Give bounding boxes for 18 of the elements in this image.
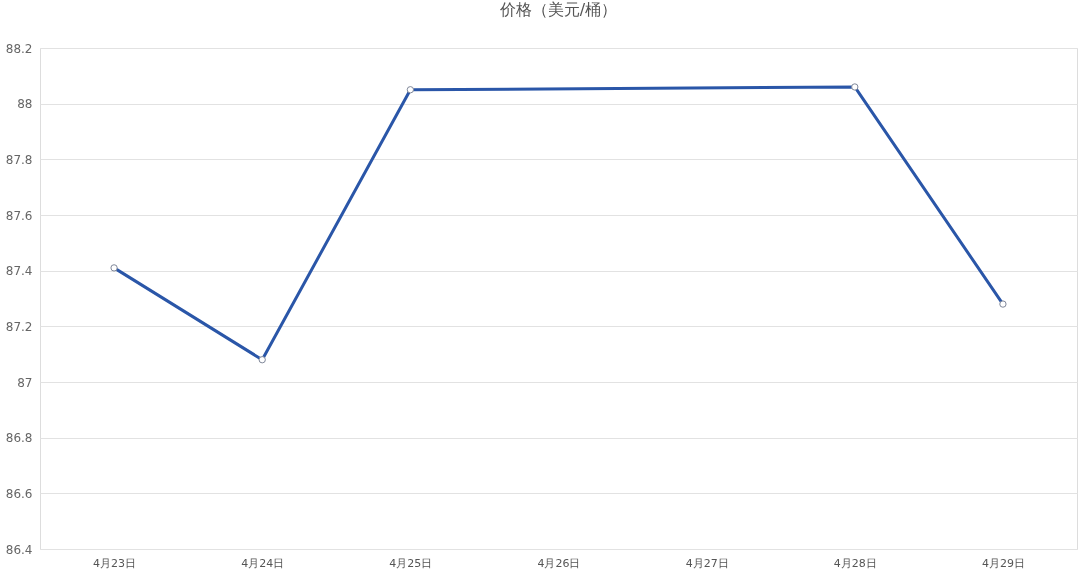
- x-tick-label: 4月24日: [241, 556, 285, 570]
- y-tick-label: 86.8: [5, 431, 33, 446]
- y-tick-label: 86.4: [5, 542, 33, 557]
- y-tick-label: 87.2: [5, 319, 33, 334]
- x-tick-label: 4月28日: [833, 556, 877, 570]
- y-tick-label: 88: [17, 97, 33, 112]
- chart-title: 价格（美元/桶）: [498, 0, 618, 19]
- x-tick-label: 4月25日: [389, 556, 433, 570]
- x-tick-label: 4月23日: [93, 556, 137, 570]
- y-tick-label: 86.6: [5, 486, 33, 501]
- y-tick-label: 87.8: [5, 152, 33, 167]
- y-tick-label: 88.2: [5, 41, 33, 56]
- y-tick-label: 87.4: [5, 264, 33, 279]
- x-tick-label: 4月27日: [685, 556, 729, 570]
- x-tick-label: 4月29日: [981, 556, 1025, 570]
- y-tick-label: 87.6: [5, 208, 33, 223]
- y-tick-label: 87: [17, 375, 33, 390]
- x-tick-label: 4月26日: [537, 556, 581, 570]
